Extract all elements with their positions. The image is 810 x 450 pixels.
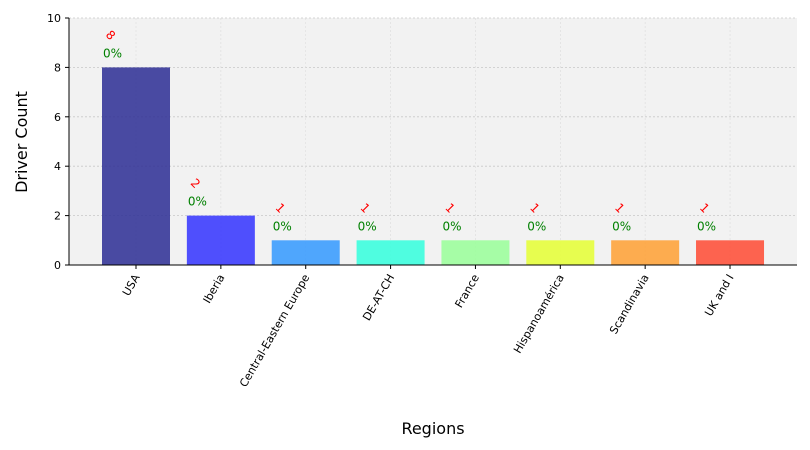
y-tick-label: 2 bbox=[54, 210, 61, 223]
bar bbox=[526, 240, 595, 265]
y-axis-title: Driver Count bbox=[12, 91, 31, 193]
bars bbox=[102, 67, 765, 266]
x-tick-label: DE-AT-CH bbox=[360, 272, 397, 323]
y-tick-label: 0 bbox=[54, 259, 61, 272]
percent-label: 0% bbox=[697, 219, 716, 233]
bar bbox=[696, 240, 765, 265]
y-tick-label: 10 bbox=[47, 12, 61, 25]
x-tick-label: USA bbox=[120, 272, 143, 299]
y-tick-label: 6 bbox=[54, 111, 61, 124]
percent-label: 0% bbox=[273, 219, 292, 233]
bar bbox=[441, 240, 510, 265]
bar bbox=[611, 240, 680, 265]
x-tick-label: Central-Eastern Europe bbox=[237, 272, 312, 390]
bar bbox=[356, 240, 425, 265]
y-ticks: 0 2 4 6 8 10 bbox=[47, 12, 69, 272]
x-tick-label: Hispanoamérica bbox=[511, 272, 567, 356]
x-axis-title: Regions bbox=[401, 419, 464, 438]
percent-label: 0% bbox=[442, 219, 461, 233]
percent-label: 0% bbox=[612, 219, 631, 233]
plot-area bbox=[69, 18, 797, 265]
percent-label: 0% bbox=[103, 46, 122, 60]
bar bbox=[186, 215, 255, 265]
percent-label: 0% bbox=[358, 219, 377, 233]
bar bbox=[271, 240, 340, 265]
bar bbox=[102, 67, 170, 266]
percent-label: 0% bbox=[188, 195, 207, 209]
y-tick-label: 8 bbox=[54, 61, 61, 74]
y-tick-label: 4 bbox=[54, 160, 61, 173]
percent-label: 0% bbox=[527, 219, 546, 233]
x-ticks: USA Iberia Central-Eastern Europe DE-AT-CH F… bbox=[120, 265, 737, 389]
x-tick-label: Scandinavia bbox=[607, 272, 652, 336]
x-tick-label: UK and I bbox=[702, 272, 736, 319]
x-tick-label: France bbox=[452, 272, 482, 310]
x-tick-label: Iberia bbox=[201, 272, 228, 306]
